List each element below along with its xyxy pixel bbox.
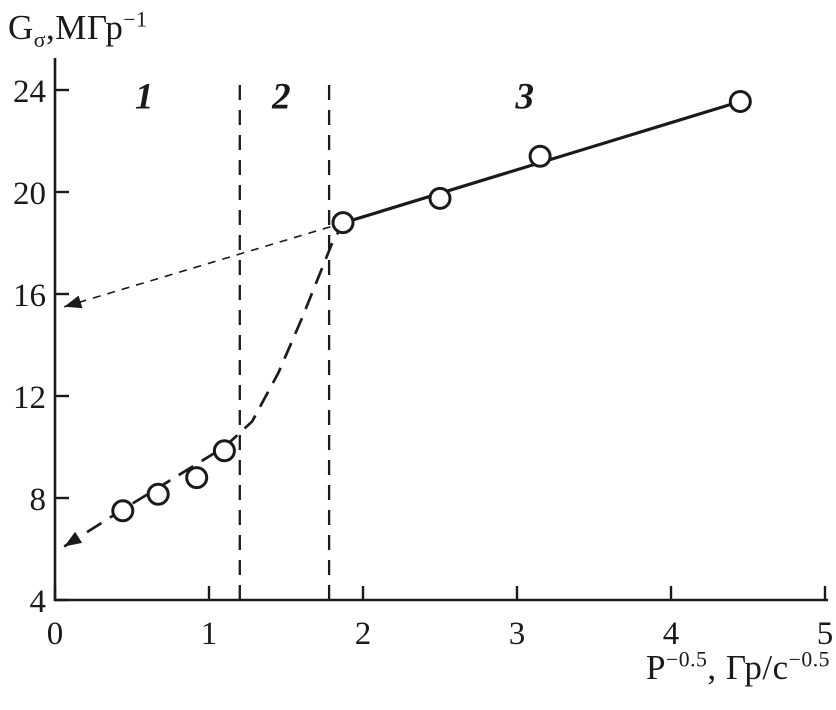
region-label-2: 2 (271, 76, 291, 117)
lower-fit-and-transition-dashed-arrowhead (64, 531, 83, 547)
region-label-3: 3 (514, 76, 534, 117)
y-tick-label: 24 (13, 74, 46, 110)
label-part: ,МГр (45, 8, 124, 47)
y-tick-label: 16 (13, 278, 46, 314)
low-dose-rate-points-marker (185, 466, 209, 490)
label-part: −1 (123, 7, 148, 32)
x-tick-label: 5 (817, 616, 834, 652)
upper-extrapolation-dashed-arrowhead (64, 295, 83, 309)
label-part: −0.5 (666, 647, 708, 672)
y-tick-label: 12 (13, 380, 46, 416)
upper-extrapolation-dashed (63, 223, 341, 308)
y-tick-label: 20 (13, 176, 46, 212)
low-dose-rate-points-marker (111, 499, 135, 523)
x-tick-label: 4 (663, 616, 680, 652)
label-part: −0.5 (788, 647, 830, 672)
y-tick-label: 8 (30, 482, 47, 518)
lower-fit-and-transition-dashed (63, 223, 345, 548)
x-tick-label: 0 (47, 616, 64, 652)
low-dose-rate-points-marker (146, 482, 170, 506)
high-dose-rate-points-marker (528, 144, 552, 168)
x-tick-label: 2 (355, 616, 372, 652)
y-axis-label: Gσ,МГр−1 (8, 7, 148, 51)
high-dose-rate-points-marker (331, 211, 355, 235)
high-dose-rate-points-marker (428, 186, 452, 210)
region-label-1: 1 (135, 76, 154, 117)
axes (53, 58, 828, 602)
label-part: , Гр/с (707, 648, 789, 687)
x-tick-label: 3 (509, 616, 526, 652)
y-tick-label: 4 (30, 584, 47, 620)
x-axis-label: P−0.5, Гр/с−0.5 (646, 648, 830, 688)
label-part: σ (33, 28, 46, 52)
label-part: G (8, 8, 34, 47)
x-tick-label: 1 (201, 616, 218, 652)
label-part: P (646, 648, 667, 687)
low-dose-rate-points-marker (212, 439, 236, 463)
high-dose-rate-points-marker (728, 90, 752, 113)
